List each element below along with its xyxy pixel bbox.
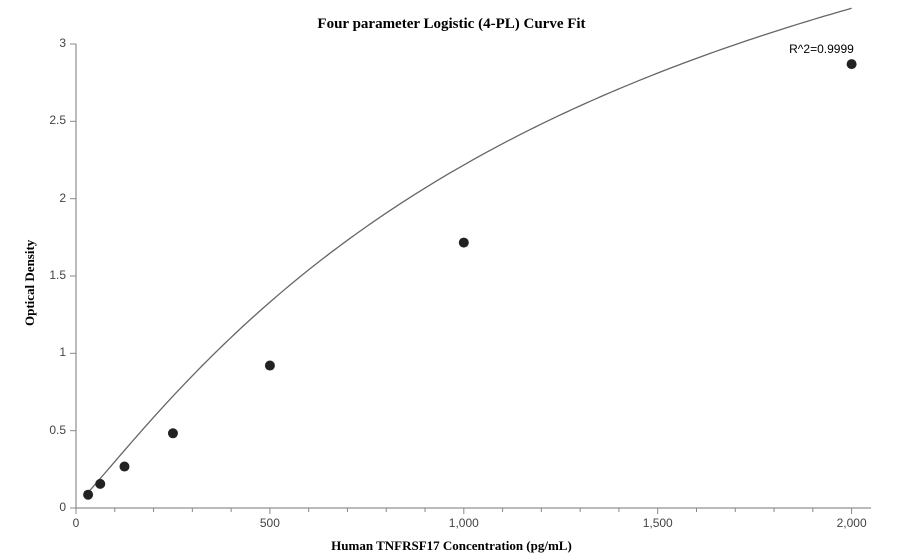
x-tick-label: 1,000 xyxy=(444,516,484,530)
y-tick-label: 1 xyxy=(59,345,66,359)
y-tick-label: 2.5 xyxy=(49,113,66,127)
y-tick-label: 3 xyxy=(59,36,66,50)
x-tick-label: 1,500 xyxy=(638,516,678,530)
x-tick-label: 2,000 xyxy=(832,516,872,530)
y-tick-label: 1.5 xyxy=(49,268,66,282)
chart-container: Four parameter Logistic (4-PL) Curve Fit… xyxy=(0,0,903,560)
x-tick-label: 0 xyxy=(56,516,96,530)
chart-svg xyxy=(0,0,903,560)
y-tick-label: 0 xyxy=(59,500,66,514)
y-tick-label: 2 xyxy=(59,191,66,205)
x-tick-label: 500 xyxy=(250,516,290,530)
y-tick-label: 0.5 xyxy=(49,423,66,437)
r-squared-annotation: R^2=0.9999 xyxy=(789,42,854,56)
